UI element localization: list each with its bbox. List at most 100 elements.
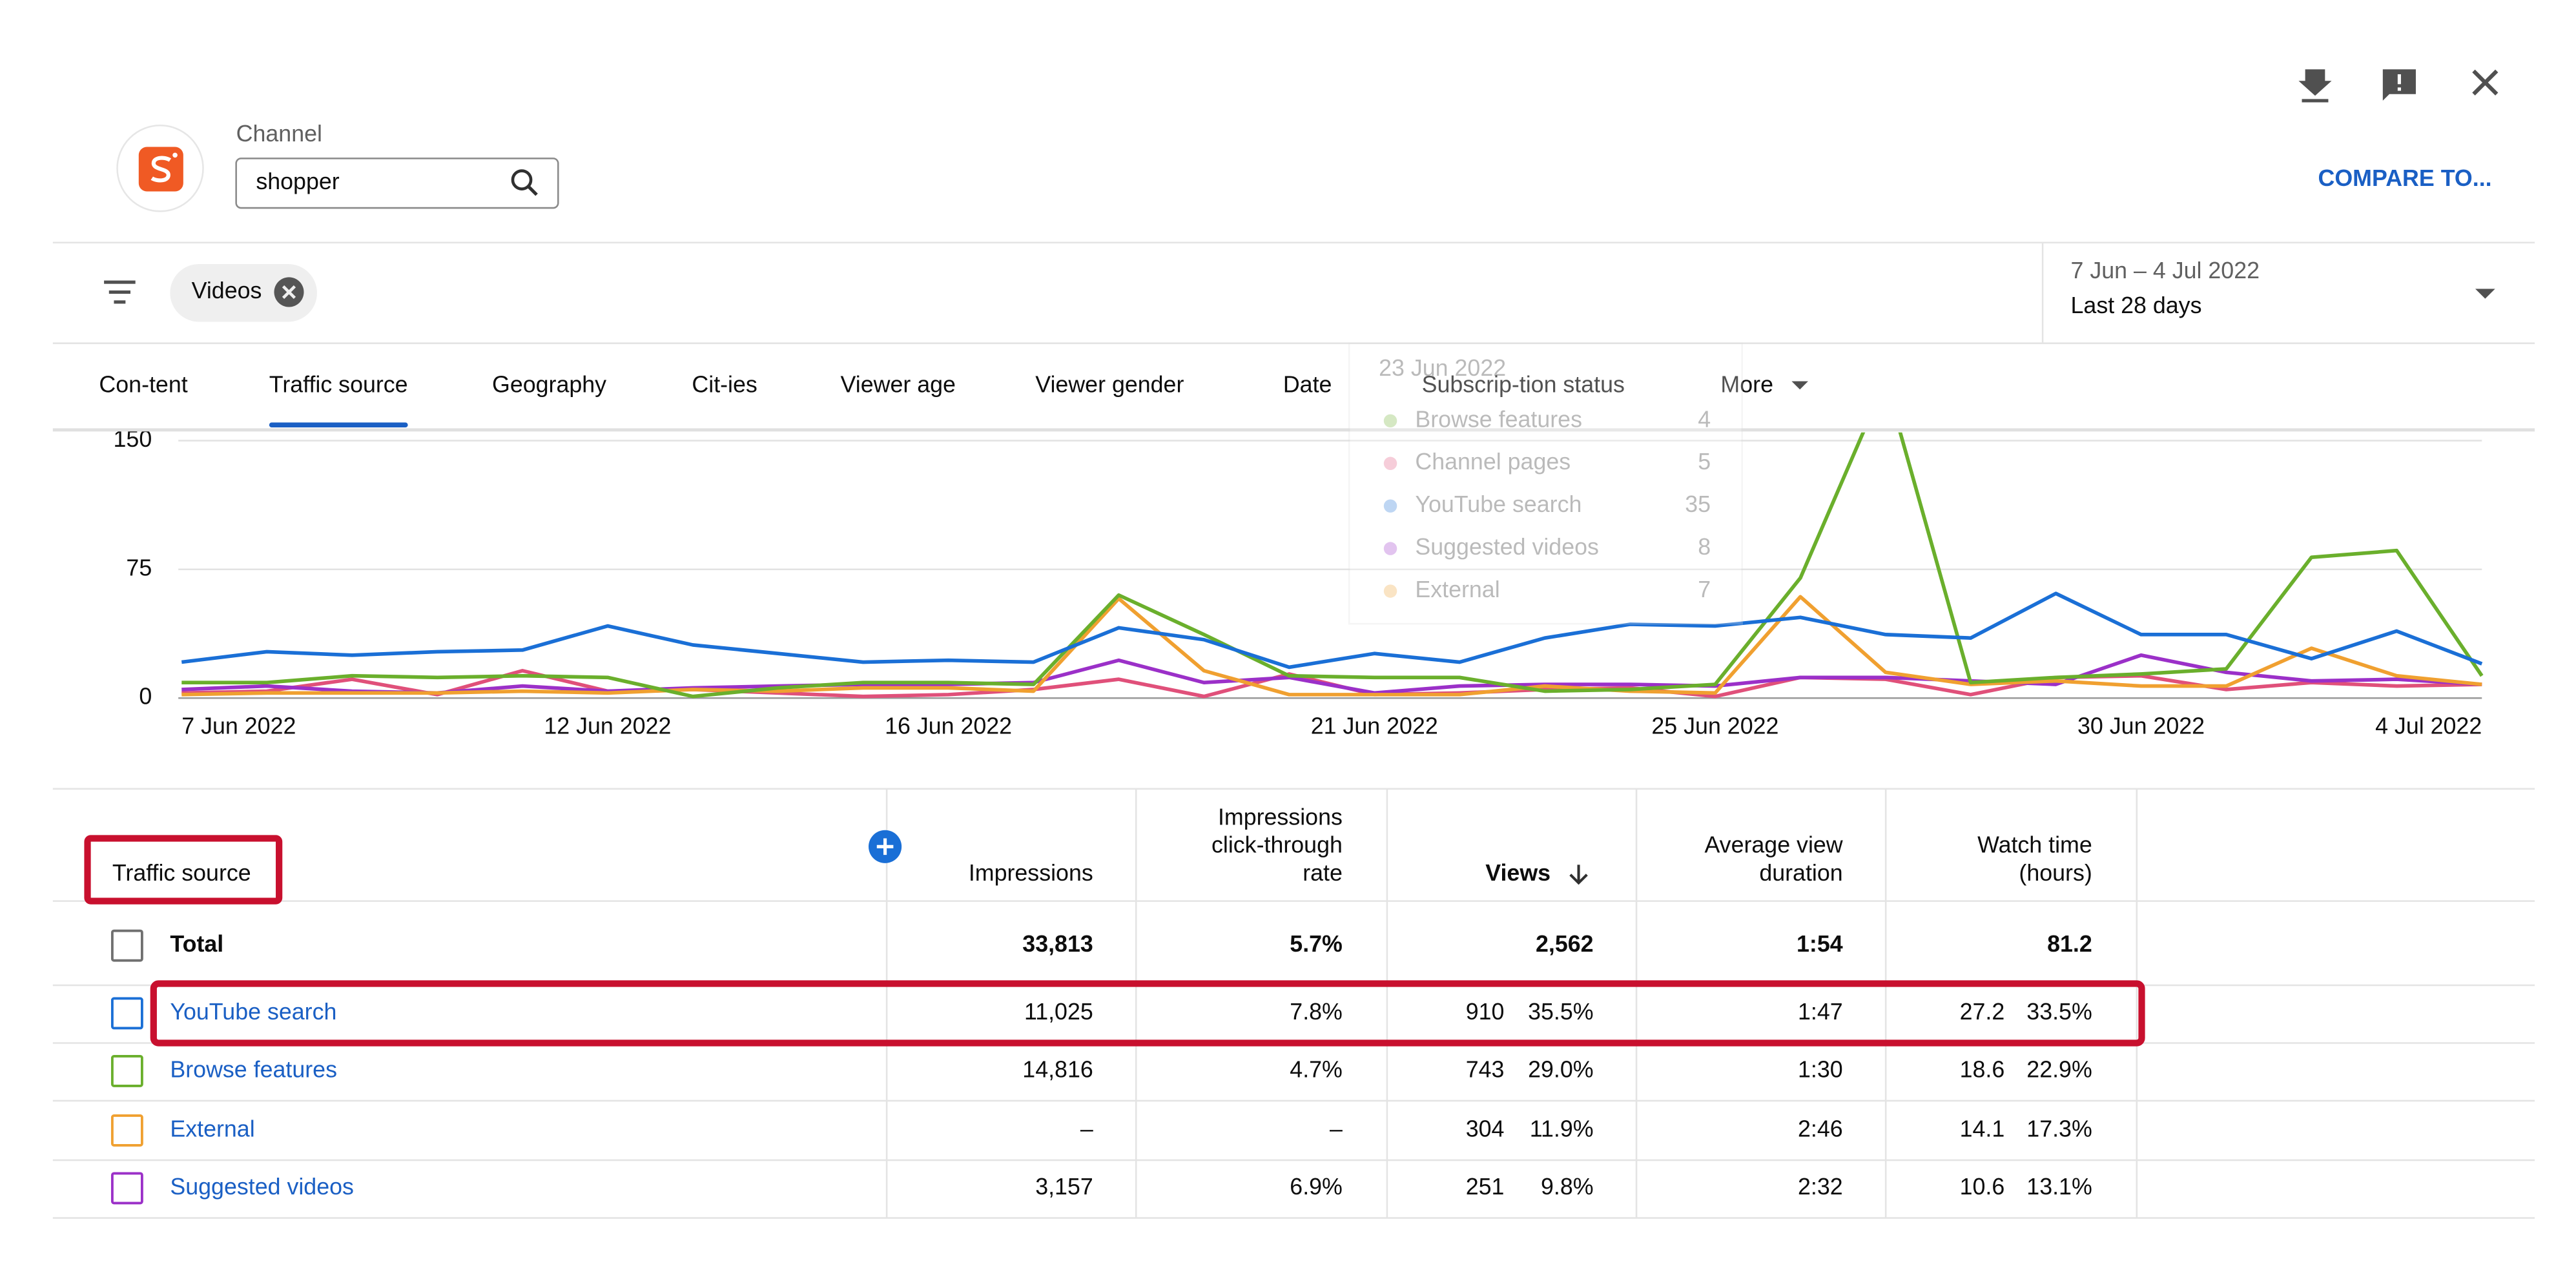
search-box: [235, 158, 559, 209]
tab[interactable]: Viewer age: [841, 372, 956, 398]
column-header[interactable]: Views: [1485, 860, 1551, 886]
column-header[interactable]: Impressions: [1218, 804, 1343, 830]
date-picker[interactable]: 7 Jun – 4 Jul 2022 Last 28 days: [2071, 258, 2495, 318]
tooltip-value: 8: [1698, 534, 1711, 560]
search-icon: [511, 169, 533, 190]
filter-chip[interactable]: Videos: [170, 263, 317, 322]
tab[interactable]: Date: [1283, 372, 1332, 398]
cell: 2:32: [1798, 1174, 1843, 1200]
cell: 27.2: [1960, 999, 2005, 1025]
feedback-dot: [2397, 87, 2401, 91]
cell: 18.6: [1960, 1056, 2005, 1082]
download-button[interactable]: [2298, 69, 2332, 103]
source-link[interactable]: Suggested videos: [170, 1174, 354, 1200]
column-header[interactable]: Watch time: [1977, 832, 2092, 858]
close-icon: [2472, 69, 2499, 96]
checkbox[interactable]: [110, 1055, 143, 1087]
tooltip-dot: [1383, 456, 1397, 470]
tooltip-label: Channel pages: [1415, 449, 1571, 475]
checkbox[interactable]: [110, 997, 143, 1030]
cell: 11.9%: [1530, 1116, 1594, 1141]
total-value: 33,813: [1022, 931, 1093, 957]
column-header[interactable]: Average view: [1704, 832, 1842, 858]
search-query: shopper: [256, 169, 339, 194]
total-label: Total: [170, 931, 223, 957]
cell: –: [1330, 1116, 1343, 1141]
tooltip-dot: [1383, 542, 1397, 555]
cell: 743: [1466, 1056, 1505, 1082]
tab[interactable]: Geography: [492, 372, 606, 398]
tab-indicator: [269, 422, 408, 428]
cell: 14,816: [1022, 1056, 1093, 1082]
compare-button[interactable]: COMPARE TO...: [2318, 165, 2491, 191]
series-line: [181, 432, 2484, 699]
search-icon-handle: [527, 185, 538, 196]
column-header[interactable]: duration: [1759, 860, 1842, 886]
source-link[interactable]: External: [170, 1116, 254, 1141]
channel-logo-dot: [172, 152, 178, 158]
tooltip-value: 7: [1698, 577, 1711, 602]
tab[interactable]: Cit-ies: [692, 372, 757, 398]
x-tick-label: 30 Jun 2022: [2077, 713, 2205, 739]
total-value: 5.7%: [1290, 931, 1343, 957]
cell: 1:47: [1798, 999, 1843, 1025]
dropdown-arrow: [2475, 289, 2495, 299]
column-header: Traffic source: [112, 860, 251, 886]
column-header[interactable]: Impressions: [969, 860, 1093, 886]
tooltip-value: 5: [1698, 449, 1711, 475]
x-tick-label: 21 Jun 2022: [1311, 713, 1438, 739]
checkbox[interactable]: [110, 1172, 143, 1205]
tab[interactable]: Subscrip-tion status: [1422, 372, 1625, 398]
cell: 3,157: [1035, 1174, 1093, 1200]
channel-search[interactable]: shopper: [235, 158, 559, 209]
cell: 6.9%: [1290, 1174, 1343, 1200]
cell: 11,025: [1024, 999, 1093, 1025]
series-line: [181, 591, 2483, 670]
cell: 13.1%: [2026, 1174, 2092, 1200]
cell: 35.5%: [1528, 999, 1593, 1025]
total-value: 81.2: [2047, 931, 2092, 957]
tab[interactable]: Traffic source: [269, 372, 408, 398]
column-header[interactable]: click-through: [1211, 832, 1343, 858]
tooltip-dot: [1383, 414, 1397, 428]
tab[interactable]: More: [1720, 372, 1773, 398]
y-tick-label: 75: [126, 555, 152, 580]
tooltip-value: 35: [1685, 491, 1711, 517]
cell: 33.5%: [2026, 999, 2092, 1025]
table: Traffic source ImpressionsImpressionsclic…: [52, 788, 2535, 1219]
tab-bar: [52, 345, 2535, 429]
tabs: Con-tent Traffic source Geography Cit-ies Vi…: [99, 372, 1808, 428]
cell: 22.9%: [2026, 1056, 2092, 1082]
tab[interactable]: Con-tent: [99, 372, 187, 398]
checkbox[interactable]: [110, 929, 143, 962]
tooltip: 23 Jun 2022 Browse features 4 Channel pages…: [1348, 342, 1743, 625]
tooltip-title: 23 Jun 2022: [1379, 355, 1506, 381]
x-tick-label: 12 Jun 2022: [544, 713, 671, 739]
cell: 910: [1466, 999, 1505, 1025]
feedback-mark: [2397, 74, 2401, 85]
cell: 7.8%: [1290, 999, 1343, 1025]
checkbox[interactable]: [110, 1114, 143, 1147]
column-header[interactable]: (hours): [2019, 860, 2092, 886]
chip-background: [170, 263, 317, 322]
source-link[interactable]: Browse features: [170, 1056, 337, 1082]
column-header[interactable]: rate: [1303, 860, 1343, 886]
highlight-box: [84, 835, 283, 905]
tab[interactable]: Viewer gender: [1035, 372, 1184, 398]
filter-icon[interactable]: [104, 280, 136, 304]
source-link[interactable]: YouTube search: [170, 999, 336, 1025]
x-tick-label: 7 Jun 2022: [181, 713, 296, 739]
tooltip-label: Suggested videos: [1415, 534, 1599, 560]
cell: 14.1: [1960, 1116, 2005, 1141]
tooltip-label: External: [1415, 577, 1499, 602]
channel-logo-mark: [150, 156, 172, 183]
cell: 10.6: [1960, 1174, 2005, 1200]
cell: 304: [1466, 1116, 1505, 1141]
cell: –: [1080, 1116, 1093, 1141]
more-arrow: [1791, 381, 1808, 390]
feedback-button[interactable]: [2382, 69, 2416, 101]
close-button[interactable]: [2472, 69, 2499, 96]
